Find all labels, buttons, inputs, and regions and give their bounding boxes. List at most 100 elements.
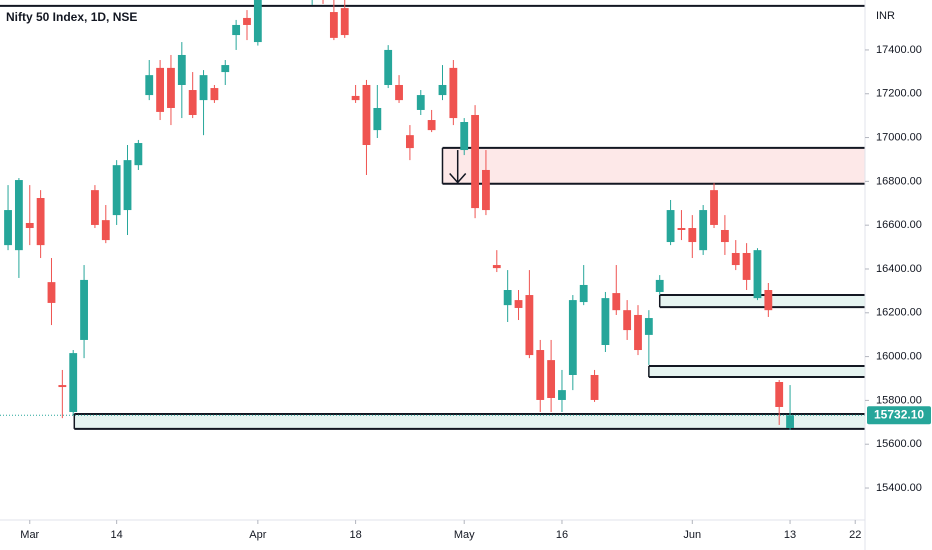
x-tick-label: 18	[349, 529, 361, 541]
candle-body	[351, 95, 360, 101]
y-tick-label: 16200.00	[876, 307, 922, 319]
candle-body	[514, 300, 523, 308]
y-tick-label: 15800.00	[876, 394, 922, 406]
candle-body	[221, 65, 230, 73]
zone	[442, 147, 865, 184]
x-tick-label: Apr	[249, 529, 266, 541]
candle-body	[199, 75, 208, 101]
candle-body	[786, 415, 794, 429]
candle-body	[91, 190, 99, 225]
plot-area	[0, 0, 865, 430]
y-tick-label: 17000.00	[876, 131, 922, 143]
last-price-box	[867, 406, 931, 425]
x-tick-label: Mar	[20, 529, 39, 541]
candle-body	[655, 279, 664, 292]
last-price-label: 15732.10	[874, 407, 924, 421]
candle-body	[4, 210, 12, 246]
candle-body	[112, 165, 121, 216]
candle-body	[210, 88, 219, 101]
candle-body	[764, 290, 773, 311]
candle-body	[416, 95, 425, 110]
x-tick-label: May	[454, 529, 475, 541]
candle-body	[395, 84, 403, 101]
candle-body	[47, 282, 56, 303]
candle-body	[471, 114, 479, 209]
candle-body	[710, 190, 718, 225]
candle-body	[536, 350, 545, 400]
candle-body	[69, 353, 78, 413]
zone	[648, 366, 865, 377]
candle-body	[612, 293, 621, 311]
x-tick-label: 14	[111, 529, 123, 541]
y-tick-label: 17200.00	[876, 88, 922, 100]
candle-body	[492, 265, 501, 269]
zone	[74, 413, 865, 429]
candle-body	[329, 12, 338, 38]
y-tick-label: 17400.00	[876, 44, 922, 56]
y-tick-label: 16800.00	[876, 175, 922, 187]
y-tick-label: 15400.00	[876, 482, 922, 494]
candle-body	[156, 67, 165, 112]
zone	[659, 295, 865, 308]
candle-body	[579, 284, 588, 303]
candle-body	[145, 75, 154, 96]
candle-body	[449, 67, 458, 119]
candle-body	[25, 222, 34, 229]
candle-body	[688, 228, 697, 243]
candle-body	[101, 220, 110, 241]
chart-title: Nifty 50 Index, 1D, NSE	[6, 10, 137, 24]
candle-body	[568, 300, 577, 375]
x-tick-label: 22	[849, 529, 861, 541]
candle-body	[134, 143, 143, 166]
candle-body	[503, 290, 512, 306]
candle-body	[427, 120, 436, 131]
candle-body	[167, 67, 175, 108]
x-tick-label: 16	[556, 529, 568, 541]
candle-body	[525, 295, 534, 356]
candle-body	[775, 382, 784, 407]
candle-body	[36, 198, 45, 246]
candle-body	[460, 122, 469, 151]
y-tick-label: 16400.00	[876, 263, 922, 275]
candle-body	[232, 24, 241, 36]
candle-body	[384, 49, 393, 85]
candle-body	[677, 228, 686, 230]
candle-body	[590, 374, 599, 400]
candle-body	[720, 229, 729, 243]
candle-body	[177, 54, 186, 85]
candle-body	[14, 180, 23, 251]
candle-body	[666, 210, 675, 243]
candle-body	[558, 390, 566, 400]
candle-body	[80, 279, 88, 340]
candle-body	[634, 314, 642, 351]
candle-body	[373, 107, 382, 131]
candle-body	[699, 210, 708, 251]
y-tick-label: 16600.00	[876, 219, 922, 231]
candle-body	[623, 310, 632, 331]
candle-body	[601, 298, 610, 345]
candle-body	[644, 318, 653, 335]
title-bg	[2, 8, 142, 28]
candle-body	[482, 169, 490, 211]
y-tick-label: 15600.00	[876, 438, 922, 450]
candle-body	[58, 385, 67, 388]
currency-label: INR	[876, 10, 895, 22]
x-tick-label: 13	[784, 529, 796, 541]
candle-body	[438, 84, 447, 96]
candle-body	[340, 8, 349, 36]
y-tick-label: 16000.00	[876, 351, 922, 363]
arrow-head	[449, 172, 467, 184]
candle-body	[742, 252, 751, 280]
candle-body	[362, 84, 371, 146]
candle-body	[188, 90, 197, 115]
candle-body	[731, 252, 740, 266]
candle-body	[123, 160, 132, 211]
candle-body	[253, 0, 262, 43]
candle-body	[405, 135, 414, 149]
candle-body	[753, 250, 762, 299]
x-tick-label: Jun	[683, 529, 701, 541]
candle-body	[547, 360, 556, 398]
candle-body	[243, 17, 251, 25]
